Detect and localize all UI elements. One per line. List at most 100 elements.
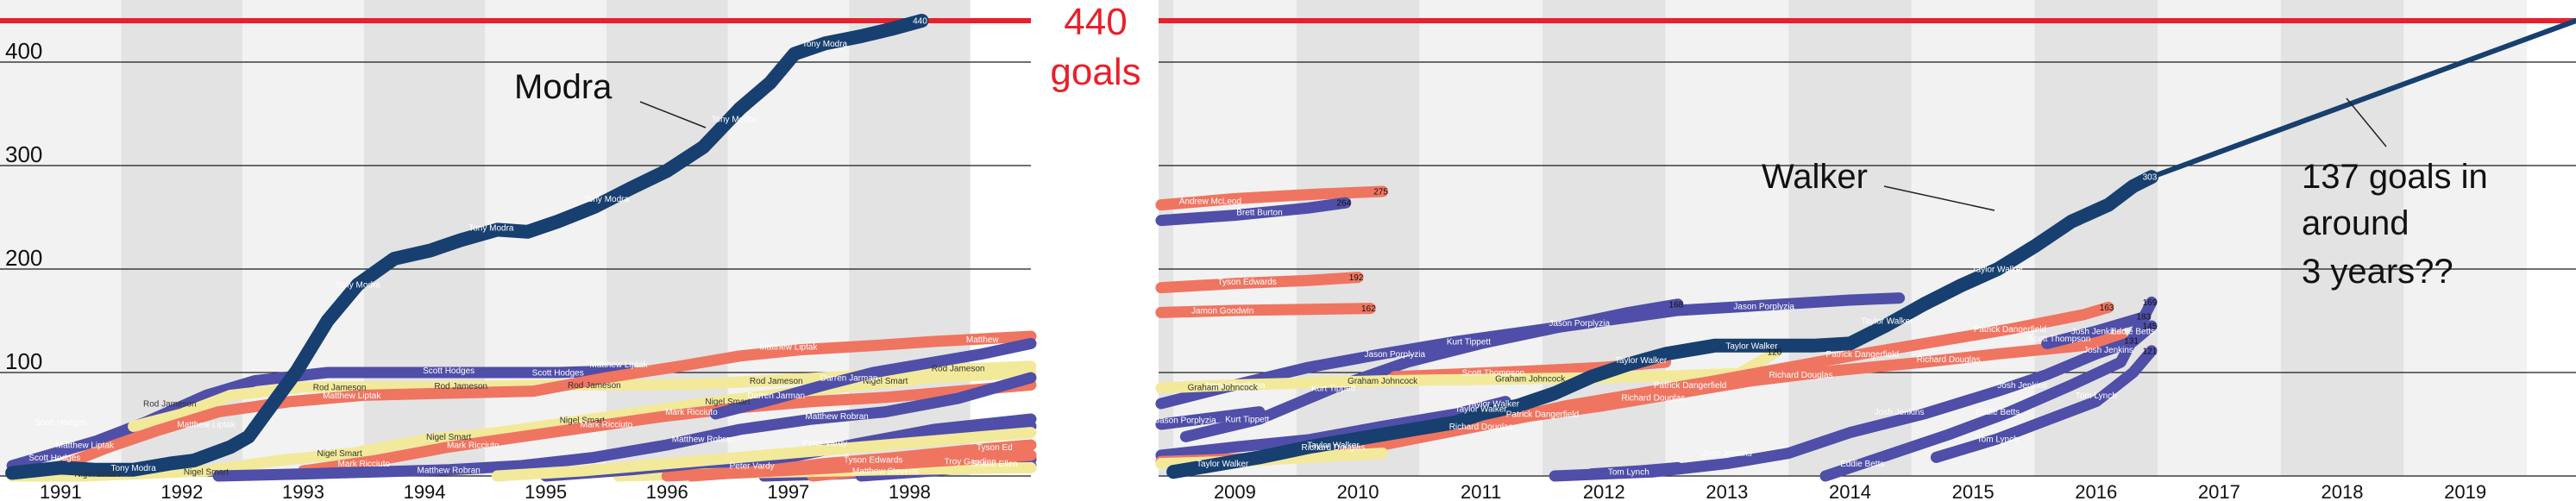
x-tick-label: 1994 [404,481,446,501]
series-line-eddie-betts [1819,296,2158,482]
series-label: Tony Modra [711,116,757,125]
y-tick-label: 100 [5,348,42,374]
series-label: Nigel Smart [74,470,119,479]
series-label: Josh Jenkins [1702,449,1752,459]
series-label: Scott Hodges [35,418,86,428]
year-band-2017 [2158,0,2281,476]
year-band-2011 [1419,0,1542,476]
series-label: Jason Porplyzia [1155,416,1216,426]
series-line-tyson-edwards [1155,272,1364,294]
series-label: Taylor Walker [1307,442,1360,451]
series-label: Tony Modra [468,224,514,234]
series-label: Matthew Liptak [759,343,818,353]
series-label: Kurt Tippett [1311,385,1355,394]
series-label: Richard Douglas [1917,355,1981,365]
series-end-value: 145 [2143,323,2158,332]
year-band-2019 [2403,0,2527,476]
series-end-value: 120 [1768,348,1782,358]
walker-callout-label: Walker [1762,158,1868,196]
series-label-layer: Scott Hodges Scott Hodges Scott Hodges Scot… [28,17,1018,480]
series-end-value: 163 [2100,304,2114,313]
series-end-value: 169 [2143,298,2158,308]
series-label: Darren Jarman [747,391,805,401]
x-tick-labels: 2009 2010 2011 2012 2013 2014 2015 2016 2017 2018… [1214,481,2486,501]
series-label: Tony Modra [584,195,630,204]
series-label: Josh Jenkins [1997,381,2047,391]
series-label: Taylor Walker [1455,405,1508,415]
year-band-2018 [2280,0,2404,476]
series-end-value: 121 [2143,347,2158,356]
series-line-jamon-goodwin [1155,303,1376,318]
series-label: Andrew McLeod [1179,197,1241,206]
series-end-value: 264 [1336,199,1351,209]
series-label: Josh Jenkins [1875,408,1925,417]
series-label: Taylor Walker [1861,317,1913,327]
series-label: Troy Gaudion [945,458,996,467]
x-tick-label: 2013 [1706,481,1748,501]
series-line-darren-jarman [710,337,1037,420]
x-tick-label: 1995 [525,481,567,501]
series-label: Taylor Walker [1972,266,2025,275]
series-line-taylor-walker-projection [2149,18,2576,180]
series-label: Tom Lynch [1977,435,2019,444]
series-label: Scott Hodges [28,454,80,463]
series-label: Matthew [966,335,1000,345]
series-line-nigel-smart [6,366,1037,482]
series-label: Jason Porplyzia [1365,350,1426,360]
series-label: Rod Jameson [932,365,985,374]
x-tick-label: 2017 [2198,481,2240,501]
x-tick-label: 1997 [767,481,809,501]
series-label: Rod Jameson [434,382,487,391]
series-end-value: 275 [1373,188,1388,197]
series-line-richard-douglas [1303,335,2139,463]
series-line-nigel-smart [491,427,1037,482]
modra-callout-label: Modra [514,68,613,106]
series-line-jason-porplyzia-2 [1155,406,1266,430]
series-label: Eddie Betts [1840,460,1884,469]
series-label: Scott Hodges [423,366,474,376]
y-tick-label: 200 [5,245,42,271]
year-band-2008 [1159,0,1174,476]
y-tick-labels: 100 200 300 400 [5,38,42,374]
series-label: Eddie Betts [2111,328,2155,337]
series-layer [1155,18,2576,482]
series-line-taylor-walker [1166,170,2158,479]
series-label: Josh Jenkins [2071,328,2121,337]
series-label: Scott Hodges [532,369,584,379]
series-line-patrick-dangerfield [1475,301,2114,430]
series-label: Tyson Edwards [844,455,902,465]
series-label: Matthew Robran [672,435,735,444]
series-label: Richard Douglas [1769,371,1833,380]
x-tick-label: 2015 [1952,481,1995,501]
x-tick-label: 1992 [160,481,203,501]
walker-callout-line [1883,185,1995,211]
chart-panel-1991-1998: Scott Hodges Scott Hodges Scott Hodges Scot… [0,0,1037,501]
series-label: Patrick Dangerfield [1974,325,2046,335]
series-label: Patrick Dangerfield [1654,381,1726,391]
series-label: Richard Douglas [1449,423,1513,432]
chart-panel-2008-2019: Andrew McLeod 275 Brett Burton 264 Tyson Edw… [1155,0,2576,501]
series-line-graham-johncock [1155,346,1782,394]
series-label: Richard Douglas [1621,393,1685,403]
series-label: Mark Ricciuto [581,421,633,430]
year-band-1991 [0,0,122,476]
series-line-brett-burton [1155,197,1352,227]
x-tick-label: 2011 [1461,481,1501,501]
x-tick-label: 2016 [2075,481,2117,501]
series-line-josh-jenkins-2 [2041,310,2152,349]
series-label: Mark Ricciuto [447,442,499,451]
series-label: Matthew Liptak [589,360,648,370]
series-line-tom-lynch [1930,345,2158,463]
series-label: Taylor Walker [1725,341,1778,351]
x-tick-label: 2009 [1214,481,1256,501]
series-line-kurt-tippett [1179,298,1684,442]
series-line-taylor-walker-early [1155,396,1511,461]
series-label: Rod Jameson [143,400,197,410]
x-tick-label: 2010 [1337,481,1379,501]
series-label: Eddie Betts [1976,408,2020,417]
x-tick-labels: 1991 1992 1993 1994 1995 1996 1997 1998 [40,481,931,501]
series-end-value: 303 [2143,173,2158,183]
series-line-matthew-robran [212,372,1037,482]
series-label: Taylor Walker [1467,400,1520,410]
